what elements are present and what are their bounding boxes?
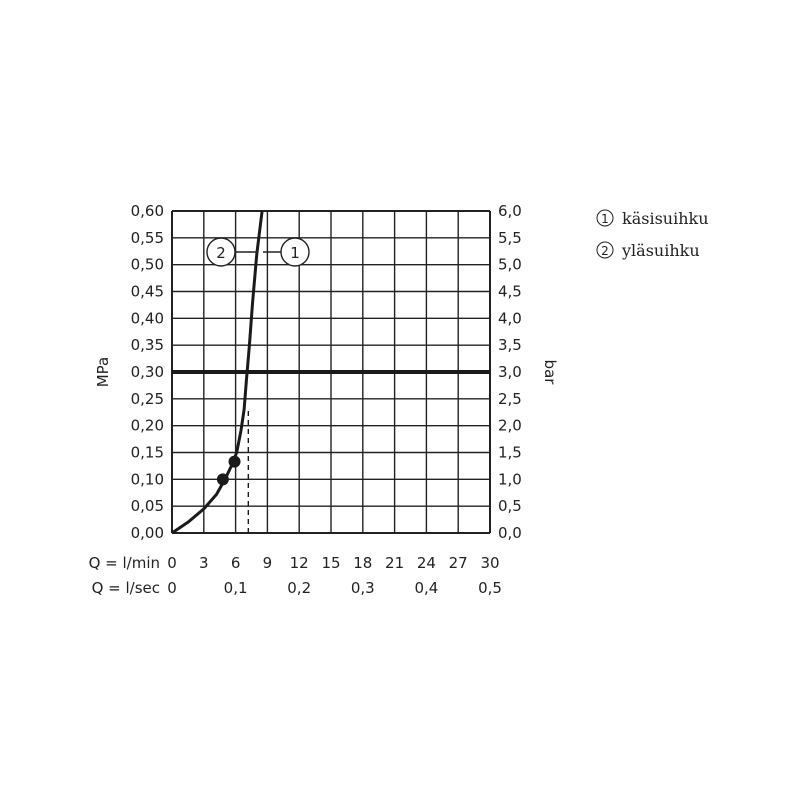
y-tick-label-left: 0,35 (131, 336, 164, 354)
curve-marker-circle (206, 237, 236, 267)
legend-label: yläsuihku (621, 241, 700, 260)
y-tick-label-left: 0,05 (131, 497, 164, 515)
y-tick-label-right: 2,5 (498, 390, 522, 408)
y-tick-label-right: 3,0 (498, 363, 522, 381)
legend-symbol: 1 (601, 212, 609, 226)
y-tick-label-right: 4,5 (498, 283, 522, 301)
curve-marker-label: 2 (216, 244, 226, 262)
y-tick-label-left: 0,25 (131, 390, 164, 408)
x-tick-label-secondary: 0,4 (414, 579, 438, 597)
x-axis-title: Q = l/min (89, 554, 160, 572)
series-line (171, 210, 264, 535)
y-tick-label-left: 0,15 (131, 444, 164, 462)
y-tick-label-right: 4,0 (498, 309, 522, 327)
x-tick-label: 21 (385, 554, 404, 572)
x-tick-label-secondary: 0,1 (224, 579, 248, 597)
y-tick-label-left: 0,50 (131, 256, 164, 274)
legend-label: käsisuihku (622, 209, 709, 228)
data-point (228, 455, 241, 468)
x-tick-label-secondary: 0,2 (287, 579, 311, 597)
x-tick-label: 0 (167, 554, 177, 572)
x-tick-label: 15 (321, 554, 340, 572)
legend-symbol-circle (596, 241, 614, 259)
legend-symbol: 2 (601, 244, 609, 258)
y-tick-label-right: 0,0 (498, 524, 522, 542)
y-tick-label-left: 0,55 (131, 229, 164, 247)
y-tick-label-left: 0,20 (131, 417, 164, 435)
x-tick-label: 30 (480, 554, 499, 572)
y-tick-label-right: 0,5 (498, 497, 522, 515)
curve-marker-circle (280, 237, 310, 267)
y-tick-label-right: 6,0 (498, 202, 522, 220)
x-tick-label-secondary: 0 (167, 579, 177, 597)
x-axis-title-secondary: Q = l/sec (92, 579, 160, 597)
legend-symbol-circle (596, 209, 614, 227)
x-tick-label: 9 (263, 554, 273, 572)
x-tick-label: 6 (231, 554, 241, 572)
y-tick-label-left: 0,10 (131, 470, 164, 488)
y-tick-label-left: 0,45 (131, 283, 164, 301)
x-tick-label: 18 (353, 554, 372, 572)
y-tick-label-left: 0,60 (131, 202, 164, 220)
curve-marker-label: 1 (290, 244, 300, 262)
data-point (216, 473, 229, 486)
x-tick-label: 12 (290, 554, 309, 572)
x-tick-label-secondary: 0,3 (351, 579, 375, 597)
y-tick-label-right: 5,5 (498, 229, 522, 247)
y-tick-label-right: 3,5 (498, 336, 522, 354)
x-tick-label: 27 (449, 554, 468, 572)
y-tick-label-left: 0,00 (131, 524, 164, 542)
y-tick-label-left: 0,30 (131, 363, 164, 381)
y-tick-label-right: 1,5 (498, 444, 522, 462)
y-axis-title-left: MPa (94, 357, 112, 388)
y-tick-label-left: 0,40 (131, 309, 164, 327)
x-tick-label: 3 (199, 554, 209, 572)
y-tick-label-right: 2,0 (498, 417, 522, 435)
y-tick-label-right: 1,0 (498, 470, 522, 488)
y-axis-title-right: bar (541, 360, 559, 386)
y-tick-label-right: 5,0 (498, 256, 522, 274)
x-tick-label: 24 (417, 554, 436, 572)
x-tick-label-secondary: 0,5 (478, 579, 502, 597)
